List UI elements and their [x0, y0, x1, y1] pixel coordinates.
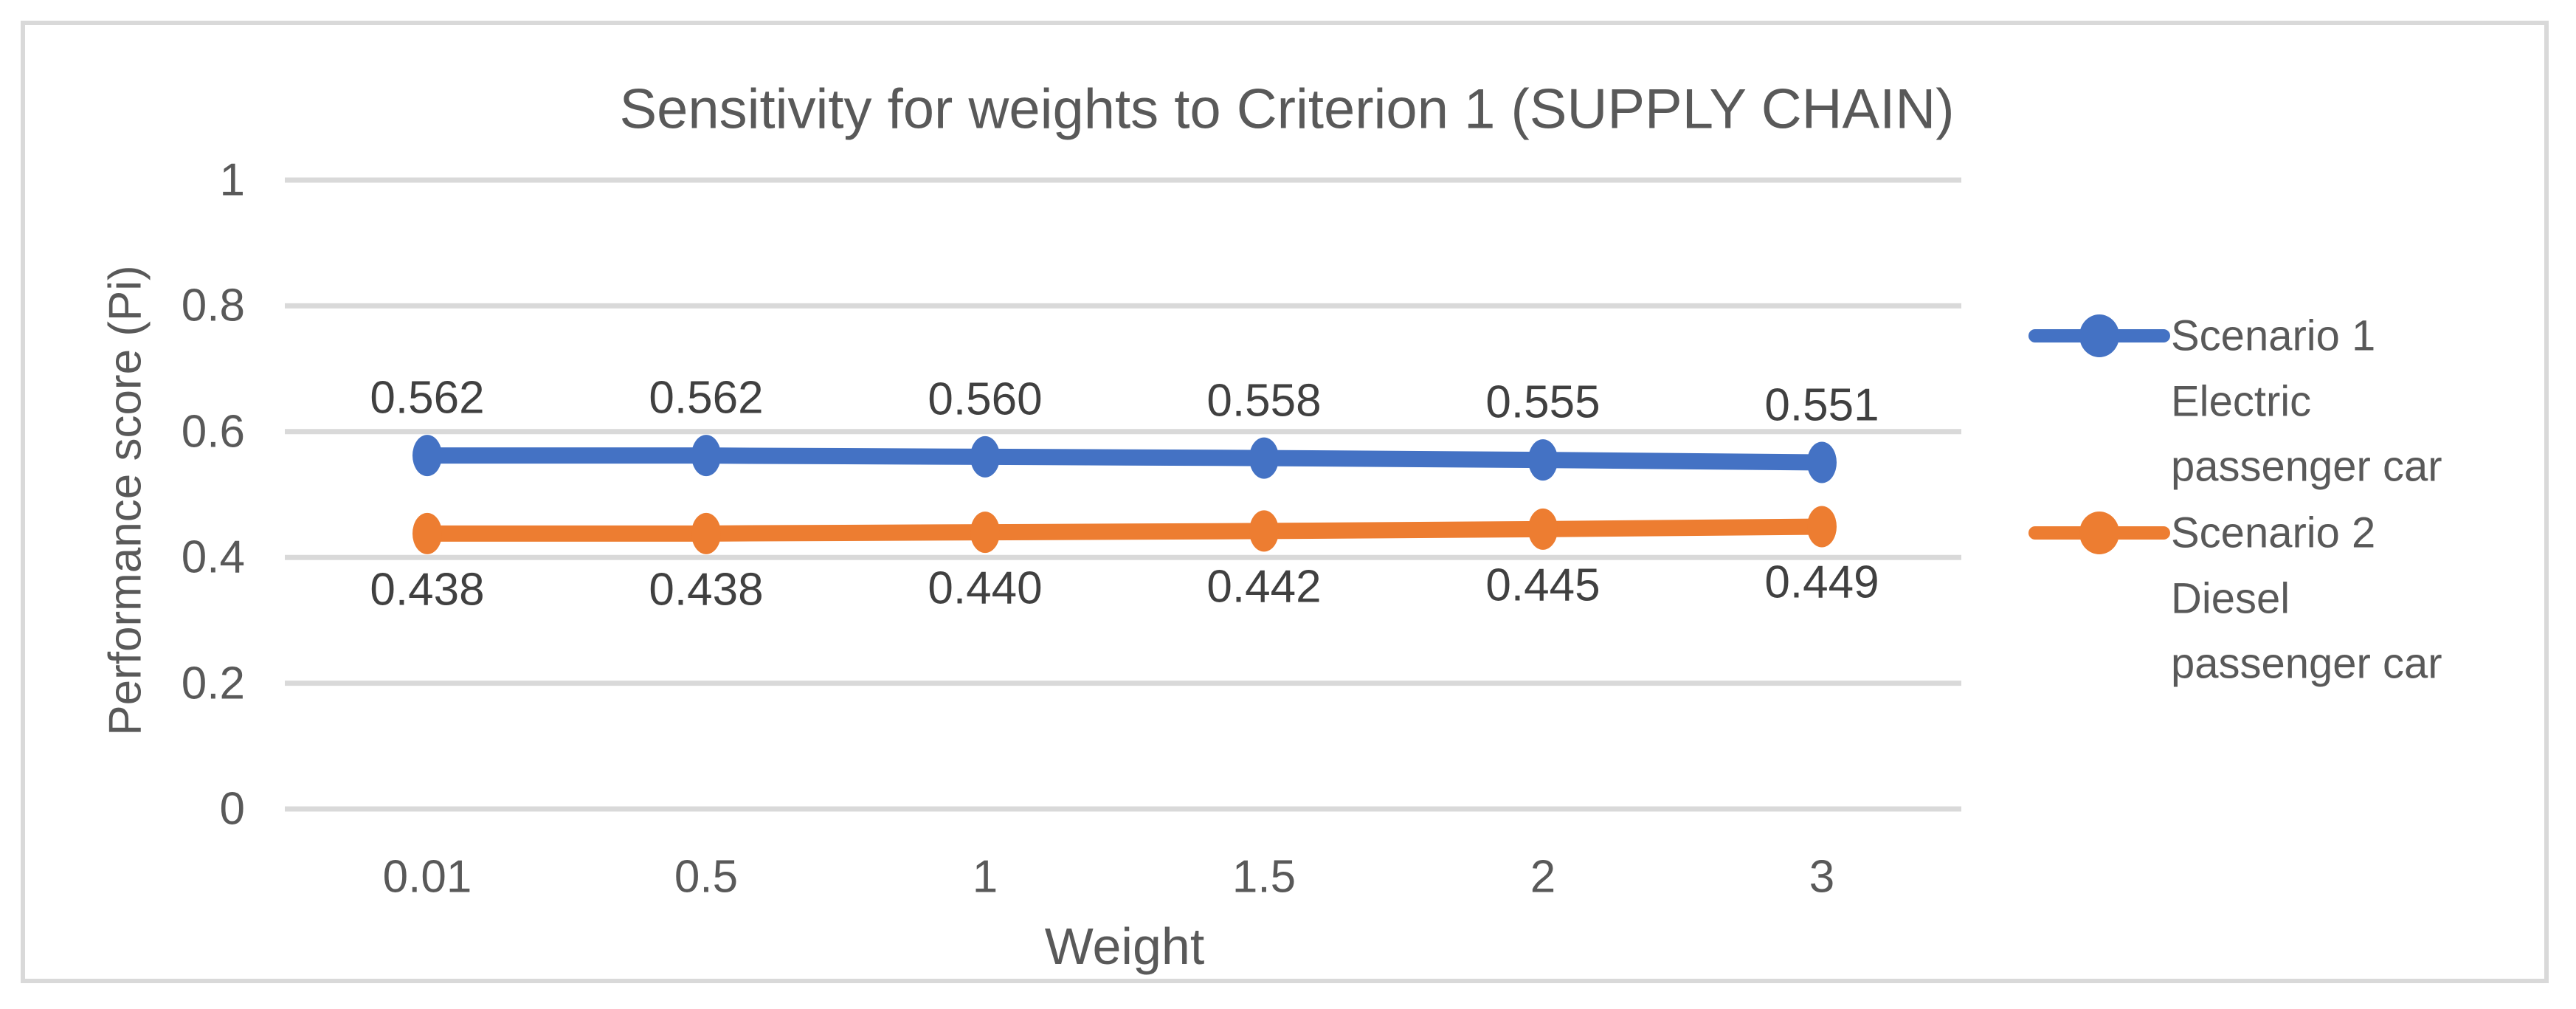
- y-tick-label-1: 1: [219, 154, 245, 206]
- legend-label-series-1-line-2: Electric: [2171, 377, 2312, 425]
- series-1-marker-3: [1807, 441, 1837, 483]
- x-tick-label-3: 3: [1809, 851, 1835, 903]
- series-1-marker-1.5: [1249, 437, 1279, 479]
- series-1-marker-2: [1528, 439, 1558, 481]
- legend-label-series-2-line-1: Scenario 2: [2171, 509, 2376, 557]
- legend-label-series-1-line-1: Scenario 1: [2171, 311, 2376, 360]
- series-2-marker-1.5: [1249, 510, 1279, 552]
- legend-marker-icon-series-2: [2079, 512, 2119, 554]
- series-2-marker-0.5: [691, 512, 721, 554]
- x-tick-label-1.5: 1.5: [1232, 851, 1296, 903]
- series-line-1: [419, 447, 1830, 471]
- data-label-series-2-0.01: 0.438: [370, 564, 485, 616]
- x-axis-title: Weight: [1044, 917, 1205, 975]
- y-tick-label-0.2: 0.2: [181, 658, 245, 709]
- series-2-marker-0.01: [412, 512, 442, 554]
- x-tick-label-0.5: 0.5: [674, 851, 739, 903]
- series-1-marker-0.5: [691, 435, 721, 477]
- data-label-series-1-2: 0.555: [1485, 376, 1600, 428]
- series-line-2: [419, 518, 1830, 542]
- y-axis-title: Performance score (Pi): [100, 265, 151, 736]
- data-label-series-1-0.01: 0.562: [370, 372, 485, 424]
- y-tick-label-0.8: 0.8: [181, 280, 245, 331]
- series-1-marker-1: [970, 435, 1000, 478]
- x-tick-label-1: 1: [972, 851, 998, 903]
- data-label-series-1-1.5: 0.558: [1206, 375, 1322, 427]
- legend-label-series-2-line-2: Diesel: [2171, 574, 2290, 622]
- data-label-series-2-2: 0.445: [1485, 559, 1600, 611]
- data-label-series-2-1.5: 0.442: [1206, 561, 1322, 613]
- series-2-marker-2: [1528, 508, 1558, 550]
- legend-label-series-1-line-3: passenger car: [2171, 442, 2442, 491]
- y-tick-label-0: 0: [219, 783, 245, 835]
- data-label-series-2-0.5: 0.438: [649, 564, 764, 616]
- x-tick-label-2: 2: [1530, 851, 1556, 903]
- series-2-marker-1: [970, 512, 1000, 554]
- x-tick-label-0.01: 0.01: [382, 851, 472, 903]
- legend-marker-icon-series-1: [2079, 314, 2119, 357]
- y-tick-label-0.6: 0.6: [181, 406, 245, 458]
- legend-label-series-2-line-3: passenger car: [2171, 639, 2442, 688]
- data-label-series-1-1: 0.560: [928, 373, 1043, 425]
- data-label-series-2-1: 0.440: [928, 562, 1043, 614]
- data-label-series-1-0.5: 0.562: [649, 372, 764, 424]
- chart-title: Sensitivity for weights to Criterion 1 (…: [619, 78, 1955, 141]
- y-tick-label-0.4: 0.4: [181, 531, 245, 583]
- series-2-marker-3: [1807, 506, 1837, 548]
- data-label-series-1-3: 0.551: [1764, 379, 1879, 431]
- data-label-series-2-3: 0.449: [1764, 557, 1879, 608]
- series-1-marker-0.01: [412, 435, 442, 477]
